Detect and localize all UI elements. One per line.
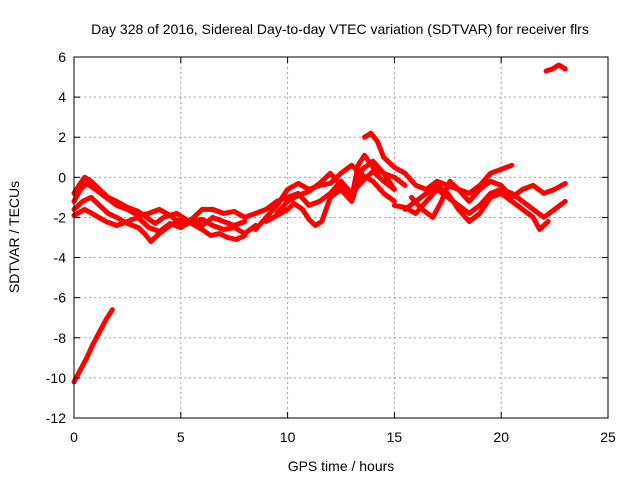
y-tick-label: -8 bbox=[54, 330, 67, 346]
x-tick-label: 0 bbox=[70, 429, 78, 445]
y-tick-label: -2 bbox=[54, 209, 67, 225]
x-tick-label: 25 bbox=[600, 429, 616, 445]
series-track-12 bbox=[402, 182, 551, 232]
series-track-10 bbox=[362, 130, 515, 196]
y-tick-label: -4 bbox=[54, 250, 67, 266]
y-axis-title: SDTVAR / TECUs bbox=[6, 181, 22, 293]
series-track-13 bbox=[409, 178, 568, 220]
grid-lines bbox=[74, 57, 608, 418]
x-axis-title: GPS time / hours bbox=[288, 458, 395, 474]
series-track-1 bbox=[71, 180, 259, 226]
y-tick-label: -12 bbox=[46, 410, 66, 426]
y-tick-label: -6 bbox=[54, 290, 67, 306]
x-tick-label: 20 bbox=[493, 429, 509, 445]
series-track-14 bbox=[543, 62, 568, 74]
series-track-3 bbox=[71, 194, 248, 244]
axis-ticks: 0 5 10 15 20 25 -12 -10 -8 -6 -4 -2 0 2 4 6 bbox=[46, 49, 616, 445]
y-tick-label: 2 bbox=[58, 129, 66, 145]
y-tick-label: 4 bbox=[58, 89, 66, 105]
series-track-5 bbox=[71, 307, 115, 385]
x-tick-label: 10 bbox=[280, 429, 296, 445]
plot-frame bbox=[73, 56, 609, 419]
x-tick-label: 15 bbox=[387, 429, 403, 445]
series-track-2 bbox=[71, 174, 259, 236]
y-tick-label: 0 bbox=[58, 169, 66, 185]
series-track-11 bbox=[391, 186, 568, 220]
series-track-9 bbox=[274, 152, 408, 216]
y-tick-label: -10 bbox=[46, 370, 66, 386]
chart-title: Day 328 of 2016, Sidereal Day-to-day VTE… bbox=[91, 21, 589, 37]
series-track-7 bbox=[253, 168, 397, 216]
series-track-4 bbox=[71, 206, 248, 234]
y-tick-label: 6 bbox=[58, 49, 66, 65]
data-series bbox=[71, 62, 568, 385]
x-tick-label: 5 bbox=[177, 429, 185, 445]
